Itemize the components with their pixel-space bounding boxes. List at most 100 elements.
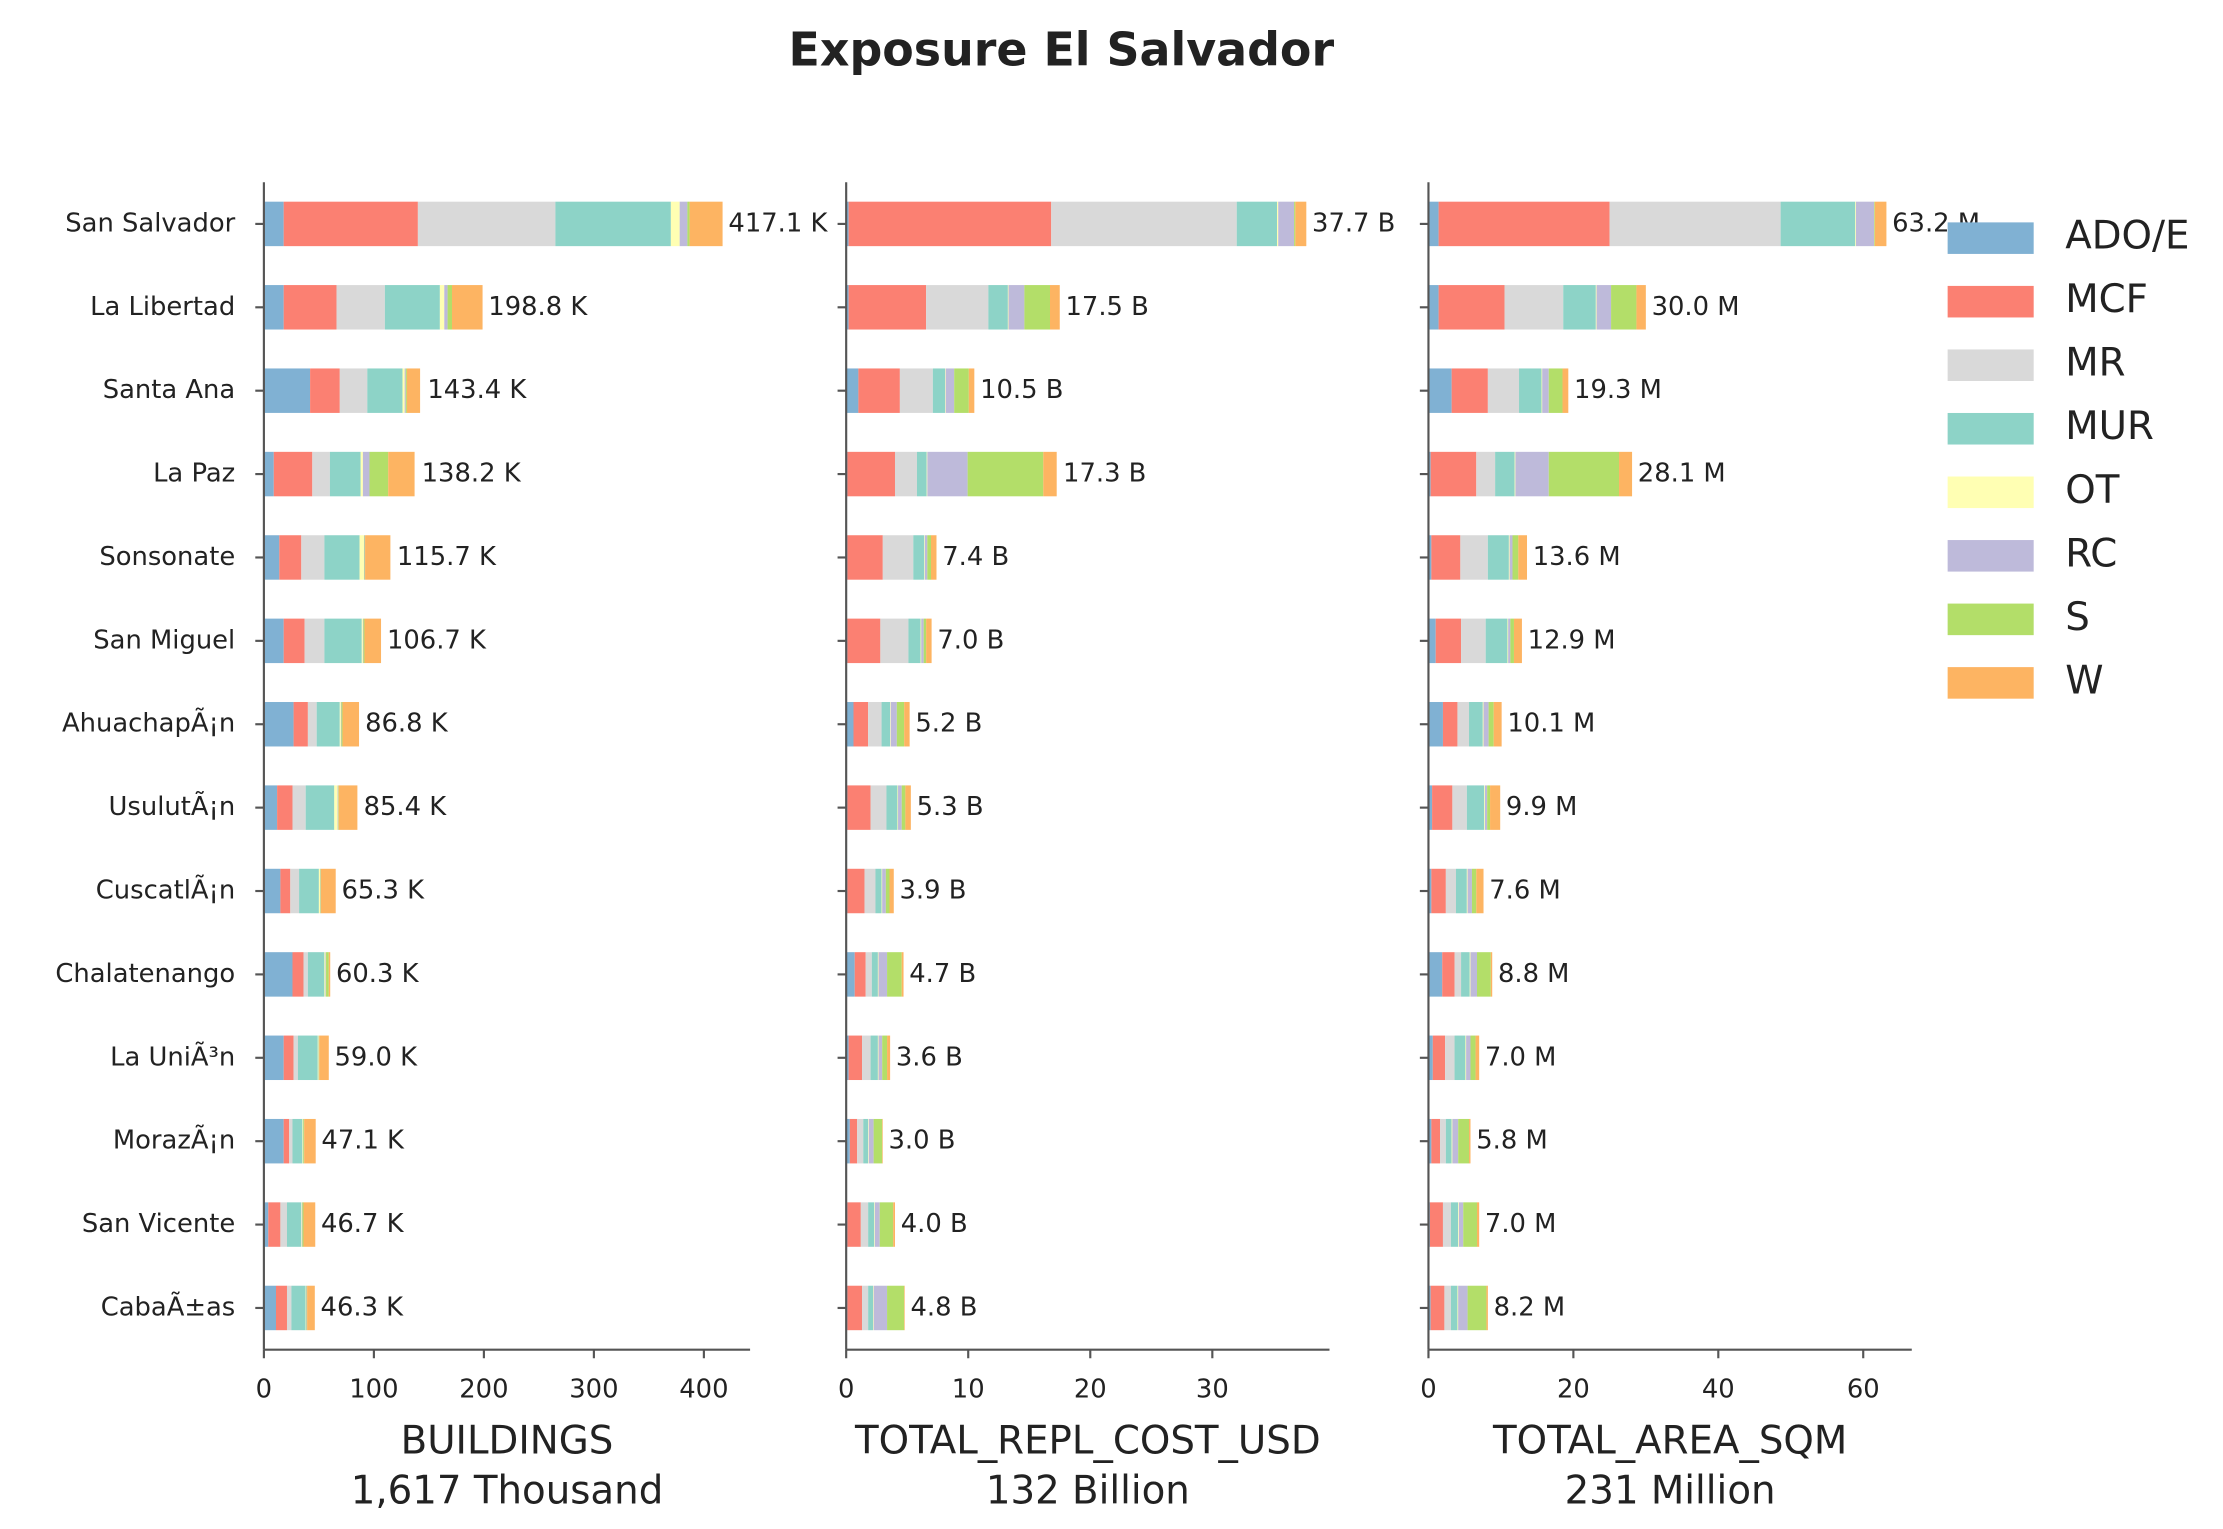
bar-segment [890,702,891,747]
total-label: 8.8 M [1498,959,1569,989]
bar-segment [1469,1118,1471,1164]
bar-segment [1432,1035,1446,1081]
chart-title: Exposure El Salvador [789,23,1335,77]
bar-segment [293,1035,298,1081]
total-label: 9.9 M [1506,792,1577,822]
bar-segment [263,535,280,580]
bar-segment [847,1285,863,1331]
bar-segment [873,1285,888,1331]
bar-segment [1508,535,1510,580]
x-tick-label: 20 [1557,1374,1590,1404]
bar-segment [359,535,364,580]
bar-segment [885,868,890,914]
legend-swatch [1947,222,2034,254]
bar-segment [1428,368,1452,413]
bar-segment [1780,201,1856,247]
total-label: 10.5 B [980,375,1063,405]
bar-segment [894,451,917,497]
bar-segment [890,702,897,747]
bar-segment [369,451,389,497]
bar-segment [367,368,403,413]
total-label: 60.3 K [336,959,420,989]
bar-segment [846,1118,850,1164]
legend-label: S [2065,595,2090,640]
bar-segment [268,1202,281,1247]
legend-swatch [1947,476,2034,509]
bar-segment [926,618,932,664]
bar-segment [292,1118,303,1164]
bar-segment [1510,618,1514,664]
bar-segment [848,285,927,330]
bar-segment [873,1285,874,1331]
bar-segment [301,1202,303,1247]
bar-segment [1548,451,1620,497]
y-tick-label: AhuachapÃ¡n [62,707,235,739]
legend-label: MUR [2065,404,2154,449]
bar-segment [886,785,898,830]
bar-segment [1484,785,1485,830]
bar-segment [1469,702,1483,747]
bar-segment [1428,952,1443,997]
total-label: 115.7 K [397,542,497,572]
y-tick-label: San Vicente [82,1209,235,1239]
bar-segment [875,868,882,914]
bar-segment [297,1035,318,1081]
bar-segment [687,201,690,247]
bar-segment [868,1285,874,1331]
bar-segment [1461,618,1486,664]
total-label: 10.1 M [1507,709,1595,739]
bar-segment [847,535,883,580]
bar-segment [881,868,883,914]
bar-segment [273,451,313,497]
bar-segment [865,952,872,997]
y-tick-label: Sonsonate [99,542,235,572]
bar-segment [263,285,284,330]
bar-segment [1476,451,1496,497]
total-label: 106.7 K [387,625,487,655]
bar-segment [954,368,969,413]
bar-segment [319,1035,329,1081]
bar-segment [846,702,854,747]
bar-segment [904,702,910,747]
bar-segment [1609,201,1781,247]
bar-segment [847,451,895,497]
x-axis-sublabel: 132 Billion [986,1469,1190,1514]
bar-segment [920,618,922,664]
bar-segment [444,285,448,330]
bar-segment [868,1118,874,1164]
y-tick-label: San Salvador [65,208,235,238]
bar-segment [1466,785,1485,830]
total-label: 5.2 B [915,709,982,739]
bar-segment [1519,368,1542,413]
bar-segment [384,285,440,330]
bar-segment [868,1202,875,1247]
bar-segment [1508,618,1511,664]
bar-segment [913,535,925,580]
y-tick-label: UsulutÃ¡n [109,790,236,822]
bar-segment [1470,952,1478,997]
total-label: 17.5 B [1066,292,1149,322]
bar-segment [342,702,360,747]
bar-segment [1294,201,1296,247]
bar-segment [263,201,284,247]
bar-segment [868,702,882,747]
bar-segment [927,535,931,580]
bar-segment [1295,201,1307,247]
bar-segment [848,1035,863,1081]
total-label: 7.0 M [1485,1042,1556,1072]
bar-segment [846,285,849,330]
total-label: 198.8 K [488,292,588,322]
bar-segment [882,535,914,580]
bar-segment [1450,1202,1459,1247]
bar-segment [299,868,319,914]
bar-segment [1493,702,1502,747]
bar-segment [1619,451,1633,497]
bar-segment [292,952,304,997]
bar-segment [365,535,391,580]
total-label: 37.7 B [1312,208,1395,238]
total-label: 19.3 M [1574,375,1662,405]
bar-segment [339,368,368,413]
bar-segment [303,1202,316,1247]
bar-segment [263,702,294,747]
